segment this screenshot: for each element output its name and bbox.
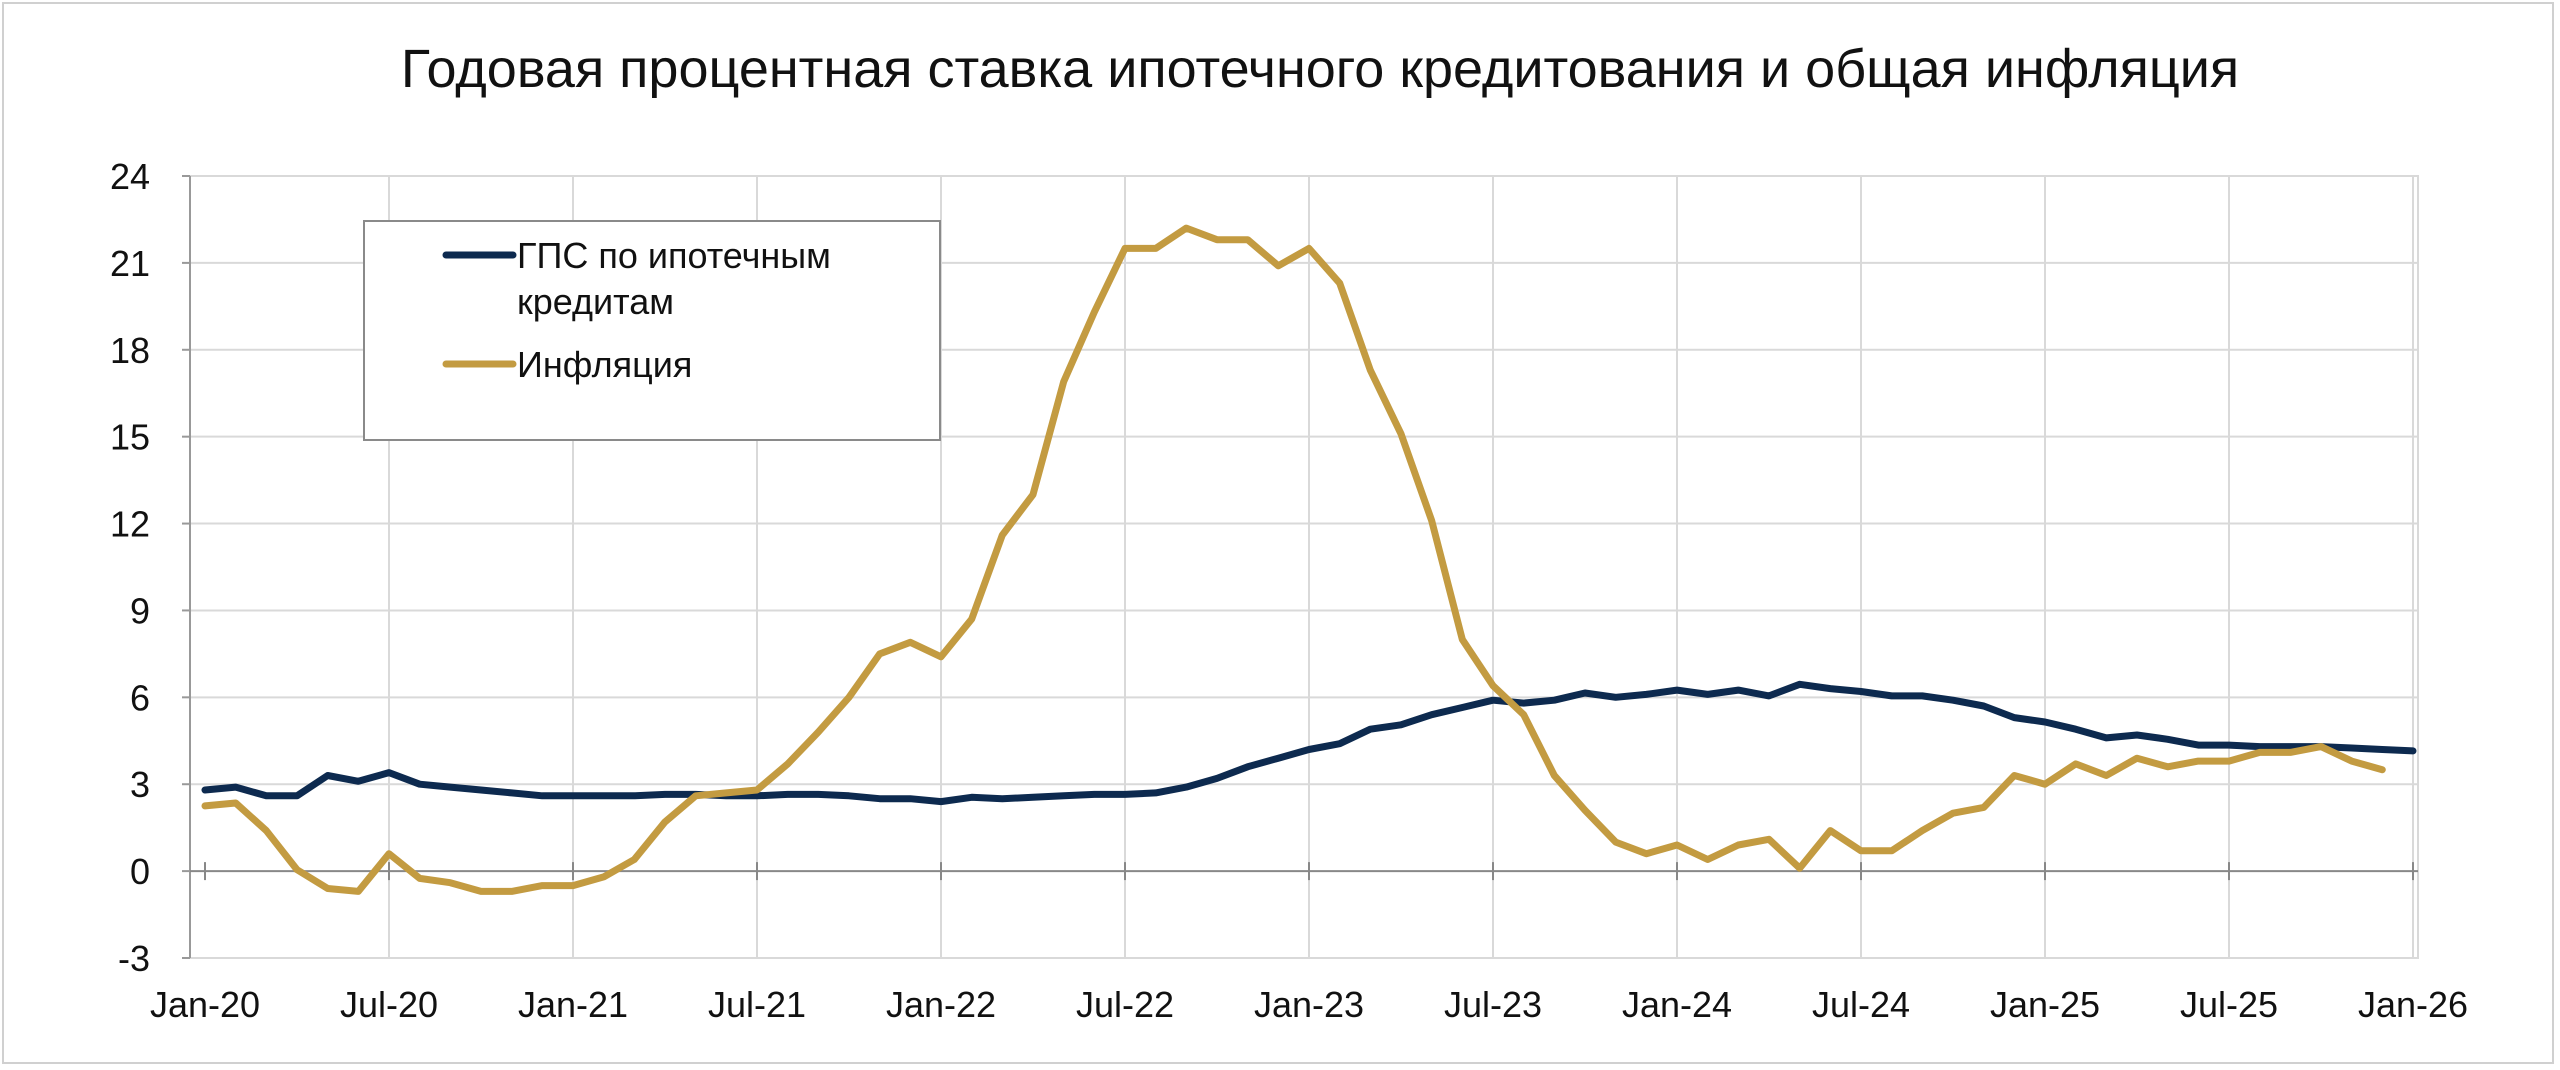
legend: ГПС по ипотечным кредитам Инфляция (363, 220, 941, 441)
y-tick-label: 18 (110, 330, 150, 371)
x-tick-label: Jul-22 (1076, 984, 1174, 1025)
y-axis-ticks: 24 21 18 15 12 9 6 3 0 -3 (110, 156, 150, 979)
series-line-mortgage-rate (201, 680, 2417, 806)
y-tick-label: 3 (130, 764, 150, 805)
x-tick-label: Jul-23 (1444, 984, 1542, 1025)
x-tick-label: Jan-22 (886, 984, 996, 1025)
x-tick-label: Jan-20 (150, 984, 260, 1025)
y-tick-label: 6 (130, 677, 150, 718)
x-axis-ticks: Jan-20 Jul-20 Jan-21 Jul-21 Jan-22 Jul-22 Jan-… (150, 984, 2468, 1025)
series-line-inflation (201, 224, 2386, 895)
series-lines (201, 224, 2417, 895)
x-tick-label: Jul-21 (708, 984, 806, 1025)
y-tick-label: -3 (118, 938, 150, 979)
x-tick-label: Jul-24 (1812, 984, 1910, 1025)
y-tick-label: 21 (110, 243, 150, 284)
y-tick-label: 12 (110, 504, 150, 545)
chart-title: Годовая процентная ставка ипотечного кре… (400, 39, 2240, 99)
x-tick-label: Jul-20 (340, 984, 438, 1025)
axes (182, 175, 2419, 959)
x-tick-label: Jan-24 (1622, 984, 1732, 1025)
x-tick-label: Jul-25 (2180, 984, 2278, 1025)
x-tick-label: Jan-21 (518, 984, 628, 1025)
y-tick-label: 15 (110, 417, 150, 458)
legend-label-mortgage-rate: ГПС по ипотечным кредитам (517, 235, 841, 322)
y-tick-label: 9 (130, 590, 150, 631)
x-tick-label: Jan-25 (1990, 984, 2100, 1025)
y-tick-label: 24 (110, 156, 150, 197)
x-tick-label: Jan-26 (2358, 984, 2468, 1025)
y-tick-label: 0 (130, 851, 150, 892)
x-tick-label: Jan-23 (1254, 984, 1364, 1025)
legend-label-inflation: Инфляция (517, 344, 692, 385)
